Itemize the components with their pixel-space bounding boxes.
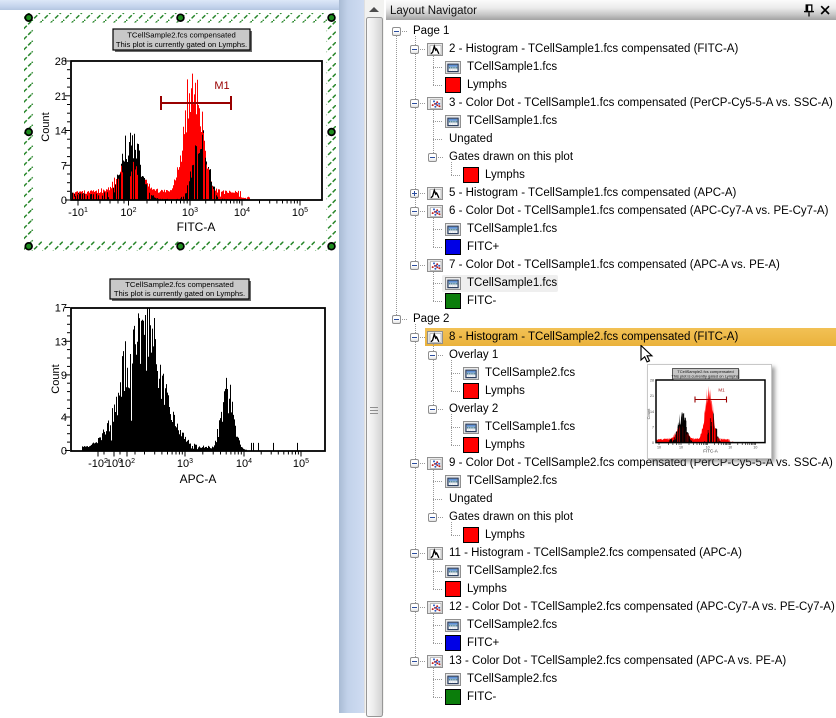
- svg-text:0: 0: [61, 446, 67, 458]
- svg-text:This plot is currently gated o: This plot is currently gated on Lymphs.: [114, 289, 245, 298]
- svg-text:0: 0: [652, 441, 654, 445]
- svg-text:FITC-A: FITC-A: [177, 220, 216, 234]
- svg-text:104: 104: [234, 207, 250, 219]
- svg-text:This plot is currently gated o: This plot is currently gated on Lymphs.: [116, 40, 247, 49]
- svg-text:7: 7: [652, 426, 654, 430]
- svg-text:Count: Count: [40, 112, 52, 141]
- svg-text:FITC-A: FITC-A: [703, 449, 718, 454]
- svg-text:104: 104: [236, 458, 252, 470]
- svg-text:103: 103: [182, 207, 198, 219]
- svg-text:14: 14: [650, 410, 654, 414]
- svg-text:105: 105: [293, 458, 309, 470]
- svg-text:28: 28: [55, 56, 67, 68]
- svg-text:M1: M1: [214, 80, 229, 92]
- svg-text:APC-A: APC-A: [180, 472, 217, 486]
- svg-text:21: 21: [650, 394, 654, 398]
- svg-text:10: 10: [657, 446, 661, 450]
- svg-text:Count: Count: [647, 408, 651, 420]
- svg-text:10: 10: [753, 446, 757, 450]
- svg-text:-102: -102: [88, 458, 108, 470]
- svg-text:14: 14: [55, 126, 67, 138]
- svg-text:4: 4: [61, 412, 67, 424]
- svg-text:7: 7: [61, 160, 67, 172]
- svg-text:13: 13: [55, 336, 67, 348]
- svg-text:This plot is currently gated o: This plot is currently gated on Lymphs.: [671, 374, 739, 379]
- svg-text:28: 28: [650, 379, 654, 383]
- svg-text:TCellSample2.fcs compensated: TCellSample2.fcs compensated: [127, 31, 236, 40]
- svg-text:9: 9: [61, 370, 67, 382]
- svg-text:100: 100: [106, 458, 122, 470]
- svg-text:Count: Count: [50, 364, 62, 393]
- svg-text:TCellSample2.fcs compensated: TCellSample2.fcs compensated: [125, 280, 234, 289]
- svg-text:TCellSample2.fcs compensated: TCellSample2.fcs compensated: [677, 369, 733, 374]
- svg-text:21: 21: [55, 91, 67, 103]
- svg-text:-101: -101: [68, 207, 88, 219]
- svg-text:103: 103: [177, 458, 193, 470]
- svg-text:M1: M1: [718, 388, 725, 393]
- svg-text:17: 17: [55, 303, 67, 315]
- svg-text:10: 10: [706, 446, 710, 450]
- svg-text:102: 102: [119, 458, 135, 470]
- svg-text:102: 102: [120, 207, 136, 219]
- svg-text:0: 0: [61, 195, 67, 207]
- svg-text:10: 10: [679, 446, 683, 450]
- svg-text:10: 10: [728, 446, 732, 450]
- svg-text:105: 105: [292, 207, 308, 219]
